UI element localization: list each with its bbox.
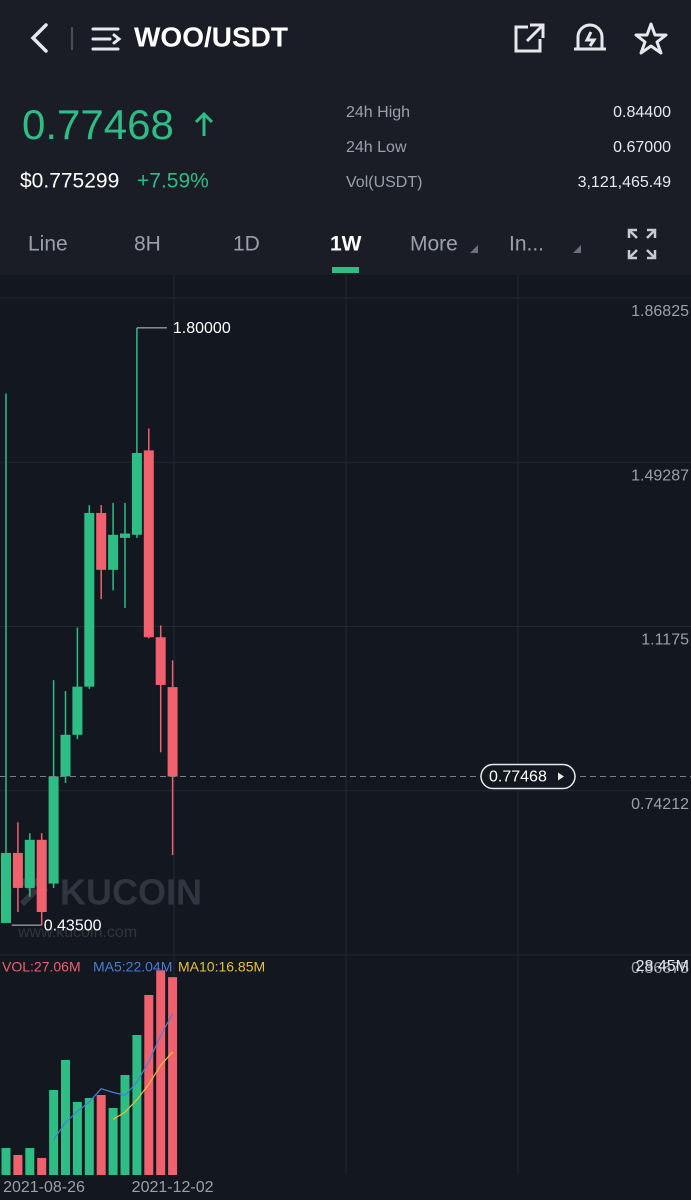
legend-label: MA5:22.04M — [93, 959, 172, 975]
candle-body — [48, 776, 59, 884]
volume-bar — [96, 1095, 106, 1175]
volume-bar — [49, 1089, 59, 1175]
favorite-icon[interactable] — [634, 22, 668, 55]
candle-body — [167, 687, 178, 777]
tab[interactable]: 1W — [330, 233, 362, 256]
y-tick-label: 1.1175 — [641, 632, 689, 649]
stat-label: 24h Low — [346, 139, 407, 156]
candle-body — [108, 534, 119, 570]
candle-body — [155, 637, 166, 685]
y-tick-label: 0.36675 — [631, 960, 689, 977]
stat-label: 24h High — [346, 104, 410, 121]
volume-bar — [61, 1059, 70, 1175]
volume-bar — [132, 1034, 142, 1175]
up-arrow — [194, 111, 214, 136]
watermark-brand: KUCOIN — [60, 872, 202, 913]
candle-body — [24, 839, 35, 888]
volume-bar — [168, 977, 178, 1175]
volume-bar — [13, 1154, 23, 1175]
x-tick-label: 2021-08-26 — [3, 1179, 85, 1196]
volume-bar — [156, 970, 166, 1175]
min-label: 0.43500 — [44, 917, 102, 934]
candle-body — [96, 512, 107, 570]
volume-bar — [84, 1098, 94, 1175]
max-label: 1.80000 — [173, 320, 231, 337]
last-price-pill[interactable] — [480, 763, 576, 790]
legend-label: VOL:27.06M — [2, 959, 81, 975]
plot: 1.86825 1.49287 1.1175 0.74212 0.36675 1.8000… — [0, 275, 691, 1196]
dropdown-caret — [470, 245, 478, 253]
volume-bar — [108, 1107, 118, 1175]
tabs: Line 8H 1D 1W More In... — [28, 233, 581, 256]
alert-icon[interactable] — [574, 23, 606, 51]
stat-value: 3,121,465.49 — [578, 174, 672, 191]
candle-body — [12, 852, 23, 888]
stat-value: 0.67000 — [613, 139, 671, 156]
header-bg — [0, 0, 691, 275]
volume-bar — [120, 1074, 130, 1175]
usd-price: $0.775299 — [20, 170, 119, 193]
tab[interactable]: Line — [28, 233, 68, 256]
pair-title: WOO/USDT — [134, 21, 288, 52]
ma-line — [53, 1013, 174, 1141]
legend-label: MA10:16.85M — [178, 959, 265, 975]
dropdown-caret — [573, 245, 581, 253]
candle-body — [36, 839, 47, 913]
candle-body — [120, 533, 130, 538]
candle-body — [60, 734, 71, 777]
y-tick-label: 1.49287 — [631, 467, 689, 484]
tab[interactable]: 8H — [134, 233, 161, 256]
active-tab-indicator — [332, 267, 359, 273]
x-tick-label: 2021-12-02 — [132, 1179, 214, 1196]
volume-bar — [72, 1101, 82, 1175]
menu-icon[interactable] — [91, 27, 122, 51]
candle-body — [72, 686, 83, 735]
y-tick-label: 1.86825 — [631, 303, 689, 320]
volume-bar — [1, 1148, 11, 1175]
candle-body — [1, 852, 11, 923]
tab[interactable]: In... — [509, 233, 544, 256]
volume-bar — [37, 1157, 47, 1175]
volume-tick-label: 28.45M — [636, 958, 689, 975]
last-price-label: 0.77468 — [489, 769, 547, 786]
tab[interactable]: 1D — [233, 233, 260, 256]
ma-line — [112, 1051, 174, 1120]
candle-body — [143, 450, 154, 638]
candle-body — [131, 453, 142, 535]
candle-body — [84, 512, 95, 687]
stat-value: 0.84400 — [613, 104, 671, 121]
change-percent: +7.59% — [137, 170, 209, 193]
watermark-site: www.kucoin.com — [17, 924, 137, 941]
stat-label: Vol(USDT) — [346, 174, 422, 191]
stats: 24h High 0.84400 24h Low 0.67000 Vol(USDT) 3,… — [346, 104, 671, 191]
tab[interactable]: More — [410, 233, 458, 256]
back-button[interactable] — [30, 23, 48, 53]
pill-arrow — [558, 772, 564, 781]
y-tick-label: 0.74212 — [631, 796, 689, 813]
last-price: 0.77468 — [22, 101, 174, 148]
share-icon[interactable] — [514, 23, 545, 53]
volume-bar — [25, 1148, 35, 1175]
fullscreen-icon[interactable] — [627, 228, 657, 260]
